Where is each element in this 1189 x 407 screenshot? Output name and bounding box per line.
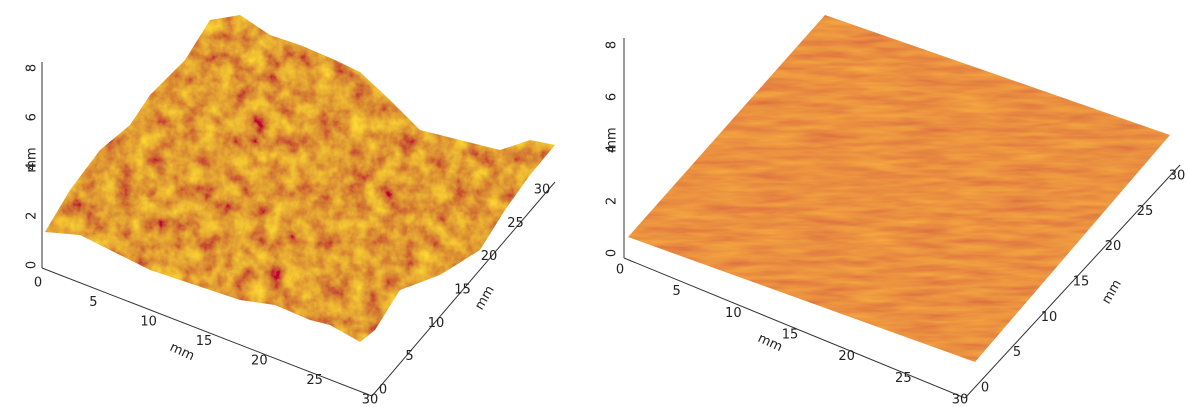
left-axes bbox=[41, 62, 556, 397]
y-tick-label: 15 bbox=[1073, 275, 1090, 290]
z-tick-label: 4 bbox=[25, 162, 40, 170]
x-tick-label: 10 bbox=[140, 315, 157, 330]
z-tick-label: 8 bbox=[25, 64, 40, 72]
x-tick-label: 30 bbox=[362, 393, 379, 407]
x-tick-label: 20 bbox=[251, 354, 268, 369]
x-tick-label: 25 bbox=[895, 371, 912, 386]
x-tick-label: 15 bbox=[196, 334, 213, 349]
y-tick-label: 5 bbox=[405, 349, 413, 364]
y-tick-label: 25 bbox=[507, 216, 524, 231]
x-tick-label: 10 bbox=[725, 306, 742, 321]
z-axis-label: mm bbox=[605, 127, 620, 152]
x-tick-label: 20 bbox=[838, 349, 855, 364]
x-tick-label: 25 bbox=[306, 373, 323, 388]
y-tick-label: 10 bbox=[428, 316, 445, 331]
y-tick-label: 30 bbox=[1169, 169, 1186, 184]
x-tick-label: 0 bbox=[616, 263, 624, 278]
y-tick-label: 15 bbox=[454, 283, 471, 298]
x-tick-label: 15 bbox=[782, 328, 799, 343]
y-axis-label: mm bbox=[1099, 277, 1125, 306]
z-tick-label: 6 bbox=[25, 113, 40, 121]
y-tick-label: 25 bbox=[1137, 204, 1154, 219]
y-tick-label: 5 bbox=[1013, 345, 1021, 360]
y-tick-label: 20 bbox=[1105, 239, 1122, 254]
x-tick-label: 30 bbox=[952, 393, 969, 407]
y-tick-label: 0 bbox=[379, 383, 387, 398]
z-axis-label: mm bbox=[25, 147, 40, 172]
y-tick-label: 30 bbox=[534, 183, 551, 198]
z-tick-label: 0 bbox=[25, 261, 40, 269]
smooth-surface bbox=[628, 15, 1170, 362]
z-tick-label: 0 bbox=[605, 249, 620, 257]
x-axis-label: mm bbox=[167, 340, 196, 364]
x-tick-label: 5 bbox=[89, 295, 97, 310]
x-tick-label: 0 bbox=[34, 276, 42, 291]
right-axes bbox=[623, 38, 1181, 399]
z-tick-label: 2 bbox=[25, 212, 40, 220]
y-axis-label: mm bbox=[472, 283, 498, 312]
z-tick-label: 2 bbox=[605, 197, 620, 205]
x-axis-label: mm bbox=[755, 331, 784, 355]
y-tick-label: 0 bbox=[981, 381, 989, 396]
z-tick-label: 6 bbox=[605, 93, 620, 101]
y-tick-label: 10 bbox=[1041, 310, 1058, 325]
x-tick-label: 5 bbox=[673, 284, 681, 299]
y-tick-label: 20 bbox=[481, 249, 498, 264]
z-tick-label: 4 bbox=[605, 145, 620, 153]
z-tick-label: 8 bbox=[605, 41, 620, 49]
rough-surface bbox=[45, 15, 555, 342]
